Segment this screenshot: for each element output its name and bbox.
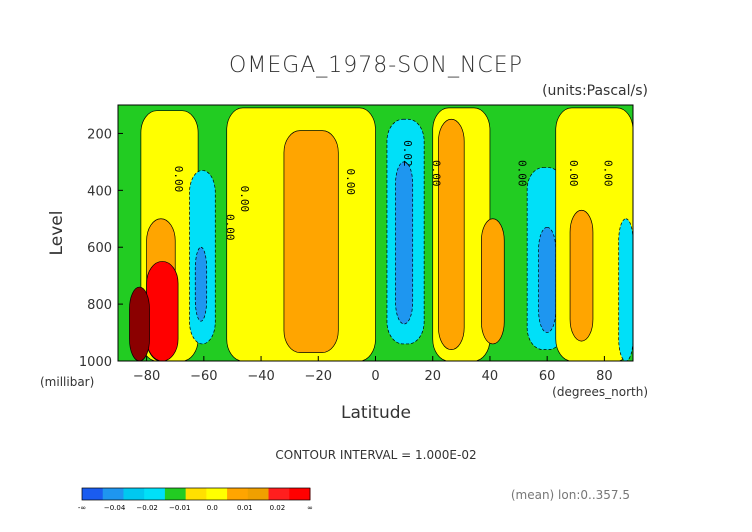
contour-region-orange-5 [283, 130, 339, 353]
contour-region-darkred-18 [129, 286, 150, 361]
colorbar-bin-0 [82, 488, 104, 500]
contour-label-2: 0.00 [224, 214, 237, 241]
chart-title: OMEGA_1978-SON_NCEP [229, 53, 523, 78]
contour-region-blue-12 [538, 226, 557, 333]
contour-region-cyan-15 [618, 218, 633, 361]
contour-label-4: 0.02 [401, 140, 414, 167]
y-axis-label: Level [47, 211, 67, 256]
y-tick-label-2: 600 [87, 241, 112, 256]
contour-interval-text: CONTOUR INTERVAL = 1.000E-02 [275, 448, 476, 462]
colorbar-bin-2 [123, 488, 145, 500]
colorbar-bin-4 [164, 488, 187, 500]
contour-label-5: 0.00 [430, 160, 443, 187]
y-unit-label: (millibar) [40, 375, 94, 389]
x-tick-label-4: 0 [371, 369, 379, 384]
colorbar-label-7: ∞ [307, 504, 313, 512]
colorbar-bin-1 [102, 488, 124, 500]
colorbar-label-0: -∞ [78, 504, 86, 512]
y-tick-label-4: 1000 [79, 355, 112, 370]
colorbar-label-1: −0.04 [104, 504, 126, 512]
x-tick-label-6: 40 [482, 369, 499, 384]
y-tick-label-1: 400 [87, 184, 112, 199]
contour-label-1: 0.00 [238, 186, 251, 213]
colorbar-bin-10 [289, 488, 311, 500]
contour-region-orange-10 [481, 218, 505, 345]
x-tick-label-1: −60 [190, 369, 217, 384]
contour-region-blue-7 [395, 161, 414, 325]
y-tick-label-0: 200 [87, 127, 112, 142]
colorbar-label-5: 0.01 [237, 504, 253, 512]
colorbar-bin-8 [247, 488, 270, 500]
contour-label-7: 0.00 [567, 160, 580, 187]
colorbar-bin-3 [144, 488, 166, 500]
plot-area: 0.000.000.000.000.020.00 0.00 0.00 0.00 −80… [79, 104, 634, 384]
colorbar-label-2: −0.02 [136, 504, 157, 512]
x-tick-label-0: −80 [133, 369, 160, 384]
colorbar-label-6: 0.02 [270, 504, 286, 512]
colorbar-frame [81, 487, 311, 501]
colorbar-bin-7 [227, 488, 249, 500]
x-tick-label-5: 20 [424, 369, 441, 384]
contour-region-orange-14 [569, 209, 594, 342]
contour-label-0: 0.00 [172, 166, 185, 193]
contour-region-blue-3 [194, 246, 208, 322]
y-tick-label-3: 800 [87, 298, 112, 313]
contour-region-red-17 [146, 261, 179, 361]
contour-label-3: 0.00 [344, 169, 357, 196]
colorbar-label-3: −0.01 [169, 504, 190, 512]
colorbar-bin-9 [268, 488, 290, 500]
units-note: (units:Pascal/s) [542, 83, 648, 99]
colorbar-label-4: 0.0 [207, 504, 218, 512]
x-axis-label: Latitude [341, 403, 411, 423]
x-tick-label-3: −20 [305, 369, 332, 384]
contour-label-6: 0.00 [516, 160, 529, 187]
x-tick-label-7: 60 [539, 369, 556, 384]
mean-note: (mean) lon:0..357.5 [511, 488, 630, 502]
contour-region-orange-9 [438, 118, 465, 350]
contour-label-8: 0.00 [601, 160, 614, 187]
colorbar-bin-6 [206, 488, 228, 500]
x-tick-label-2: −40 [247, 369, 274, 384]
colorbar: -∞ −0.04 −0.02 −0.01 0.0 0.01 0.02 ∞ [78, 487, 313, 512]
colorbar-bin-5 [185, 488, 207, 500]
x-tick-label-8: 80 [596, 369, 613, 384]
x-unit-label: (degrees_north) [552, 385, 648, 399]
